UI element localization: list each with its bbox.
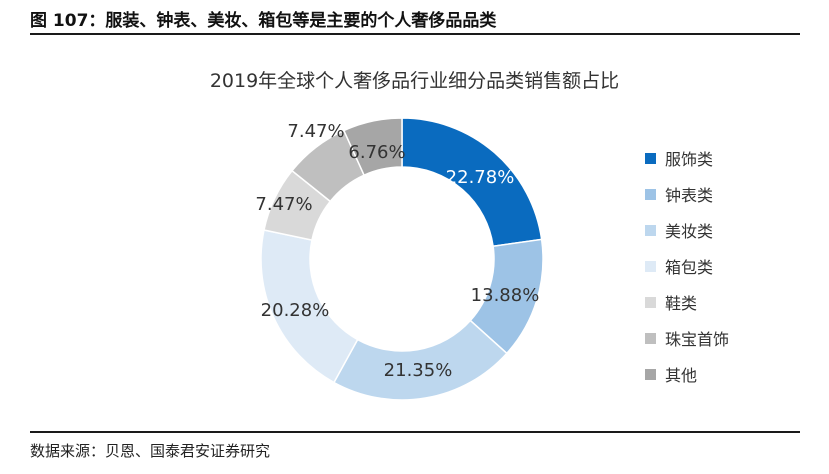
legend-item: 珠宝首饰 <box>645 320 729 356</box>
slice-data-label: 22.78% <box>446 167 515 188</box>
source-note: 数据来源：贝恩、国泰君安证券研究 <box>30 442 271 460</box>
slice-data-label: 7.47% <box>287 121 344 142</box>
slice-data-label: 21.35% <box>384 360 453 381</box>
legend-label: 珠宝首饰 <box>665 330 730 349</box>
slice-data-label: 13.88% <box>471 285 540 306</box>
donut-slice <box>342 117 403 177</box>
slice-data-label: 20.28% <box>261 300 330 321</box>
legend-label: 箱包类 <box>665 258 714 277</box>
chart-legend: 服饰类钟表类美妆类箱包类鞋类珠宝首饰其他 <box>645 140 729 392</box>
bottom-rule <box>30 431 800 433</box>
slice-data-label: 6.76% <box>348 142 405 163</box>
slice-data-label: 7.47% <box>255 194 312 215</box>
legend-swatch <box>645 188 656 200</box>
legend-item: 钟表类 <box>645 176 729 212</box>
legend-swatch <box>645 368 656 380</box>
figure-title: 图 107：服装、钟表、美妆、箱包等是主要的个人奢侈品品类 <box>30 11 497 31</box>
legend-label: 美妆类 <box>665 222 714 241</box>
legend-item: 其他 <box>645 356 729 392</box>
legend-item: 美妆类 <box>645 212 729 248</box>
legend-item: 服饰类 <box>645 140 729 176</box>
legend-label: 服饰类 <box>665 150 714 169</box>
legend-label: 其他 <box>665 366 698 385</box>
legend-item: 鞋类 <box>645 284 729 320</box>
legend-swatch <box>645 332 656 344</box>
legend-swatch <box>645 260 656 272</box>
top-rule <box>30 33 800 35</box>
legend-swatch <box>645 152 656 164</box>
chart-title: 2019年全球个人奢侈品行业细分品类销售额占比 <box>209 70 620 92</box>
legend-label: 鞋类 <box>665 294 698 313</box>
legend-label: 钟表类 <box>665 186 714 205</box>
legend-swatch <box>645 224 656 236</box>
legend-item: 箱包类 <box>645 248 729 284</box>
legend-swatch <box>645 296 656 308</box>
